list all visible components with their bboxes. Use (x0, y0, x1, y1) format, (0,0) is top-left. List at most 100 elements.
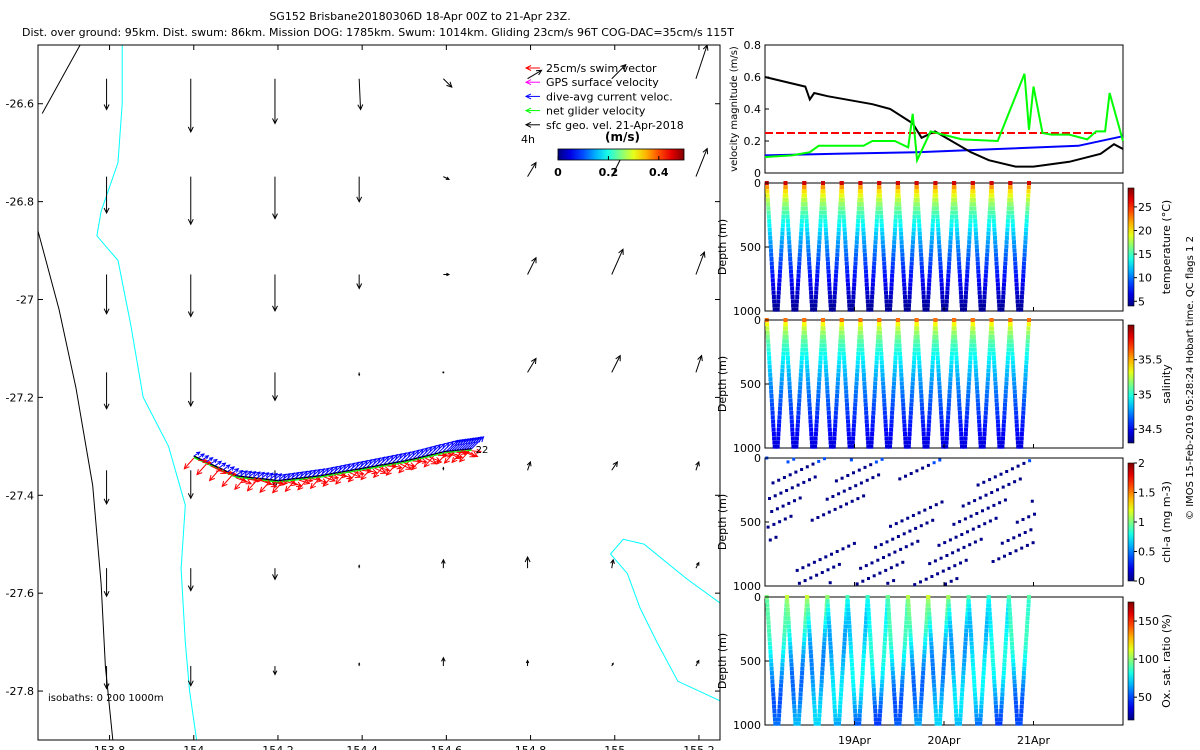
vector-head (103, 498, 110, 506)
data-point (891, 248, 896, 253)
data-point (936, 235, 941, 240)
data-point (883, 286, 888, 291)
data-point (934, 713, 939, 718)
data-point (842, 489, 846, 493)
vector-head (451, 456, 458, 464)
data-point (910, 658, 915, 663)
data-point (967, 607, 972, 612)
geo-vector (272, 78, 278, 125)
data-point (920, 273, 925, 278)
data-point (898, 364, 903, 369)
data-point (917, 721, 922, 726)
data-point (1022, 461, 1026, 465)
data-point (780, 231, 785, 236)
data-point (975, 252, 980, 257)
vector-head (524, 121, 532, 128)
data-point (862, 389, 867, 394)
data-point (837, 717, 842, 722)
data-point (969, 339, 974, 344)
data-point (993, 700, 998, 705)
data-point (858, 181, 863, 185)
data-point (966, 530, 969, 534)
data-point (875, 347, 880, 352)
data-point (786, 616, 791, 621)
data-point (927, 410, 932, 415)
data-point (778, 261, 783, 266)
data-point (939, 692, 944, 697)
data-point (882, 641, 887, 646)
data-point (889, 645, 894, 650)
geo-vector (356, 176, 363, 203)
data-point (865, 295, 870, 299)
time-tick-label: 21Apr (1017, 734, 1051, 747)
data-point (796, 410, 801, 415)
data-point (988, 334, 993, 339)
data-point (857, 339, 862, 344)
data-point (966, 252, 971, 257)
data-point (990, 197, 995, 202)
data-point (922, 303, 927, 308)
data-point (871, 278, 876, 283)
data-point (811, 462, 815, 466)
geo-vector (695, 659, 700, 667)
data-point (987, 214, 992, 219)
data-point (930, 575, 934, 578)
data-point (920, 687, 924, 692)
data-point (821, 189, 826, 194)
data-point (983, 419, 988, 424)
data-point (938, 257, 943, 261)
data-point (951, 675, 956, 680)
data-point (956, 394, 961, 398)
data-point (771, 481, 775, 485)
data-point (971, 185, 976, 190)
data-point (930, 368, 935, 373)
data-point (802, 181, 807, 185)
data-point (1015, 717, 1019, 722)
data-point (870, 662, 875, 667)
dac-vector (222, 464, 231, 471)
geo-vector (441, 558, 446, 569)
data-point (768, 244, 773, 249)
data-point (838, 700, 843, 705)
data-point (948, 381, 953, 386)
data-point (770, 278, 775, 283)
vector-shaft (444, 452, 455, 464)
data-point (1013, 257, 1017, 261)
data-point (1003, 265, 1007, 270)
data-point (789, 514, 793, 518)
data-point (908, 282, 913, 287)
data-point (843, 372, 848, 377)
data-point (981, 444, 986, 449)
data-point (962, 654, 967, 659)
data-point (833, 419, 838, 424)
shared-time-axis: 19Apr 20Apr 21Apr (838, 734, 1051, 747)
data-point (821, 326, 826, 331)
data-point (963, 299, 968, 304)
data-point (853, 261, 858, 266)
data-point (841, 347, 846, 352)
vector-head (380, 468, 387, 474)
data-point (892, 687, 896, 692)
data-point (879, 683, 884, 688)
data-point (819, 339, 824, 344)
data-point (1010, 219, 1015, 223)
data-point (776, 436, 781, 441)
data-point (969, 334, 974, 339)
data-point (873, 713, 878, 718)
data-point (859, 683, 864, 688)
data-point (782, 197, 787, 202)
section-y-tick-label: 0 (754, 591, 761, 604)
data-point (949, 364, 954, 369)
data-point (955, 372, 960, 377)
data-point (984, 398, 989, 403)
data-point (933, 189, 938, 194)
data-point (766, 210, 771, 215)
data-point (901, 415, 906, 420)
data-point (862, 645, 867, 650)
data-point (999, 709, 1004, 713)
data-point (861, 223, 866, 228)
data-point (810, 444, 815, 449)
data-point (777, 278, 782, 283)
data-point (835, 389, 840, 394)
data-point (784, 202, 789, 207)
